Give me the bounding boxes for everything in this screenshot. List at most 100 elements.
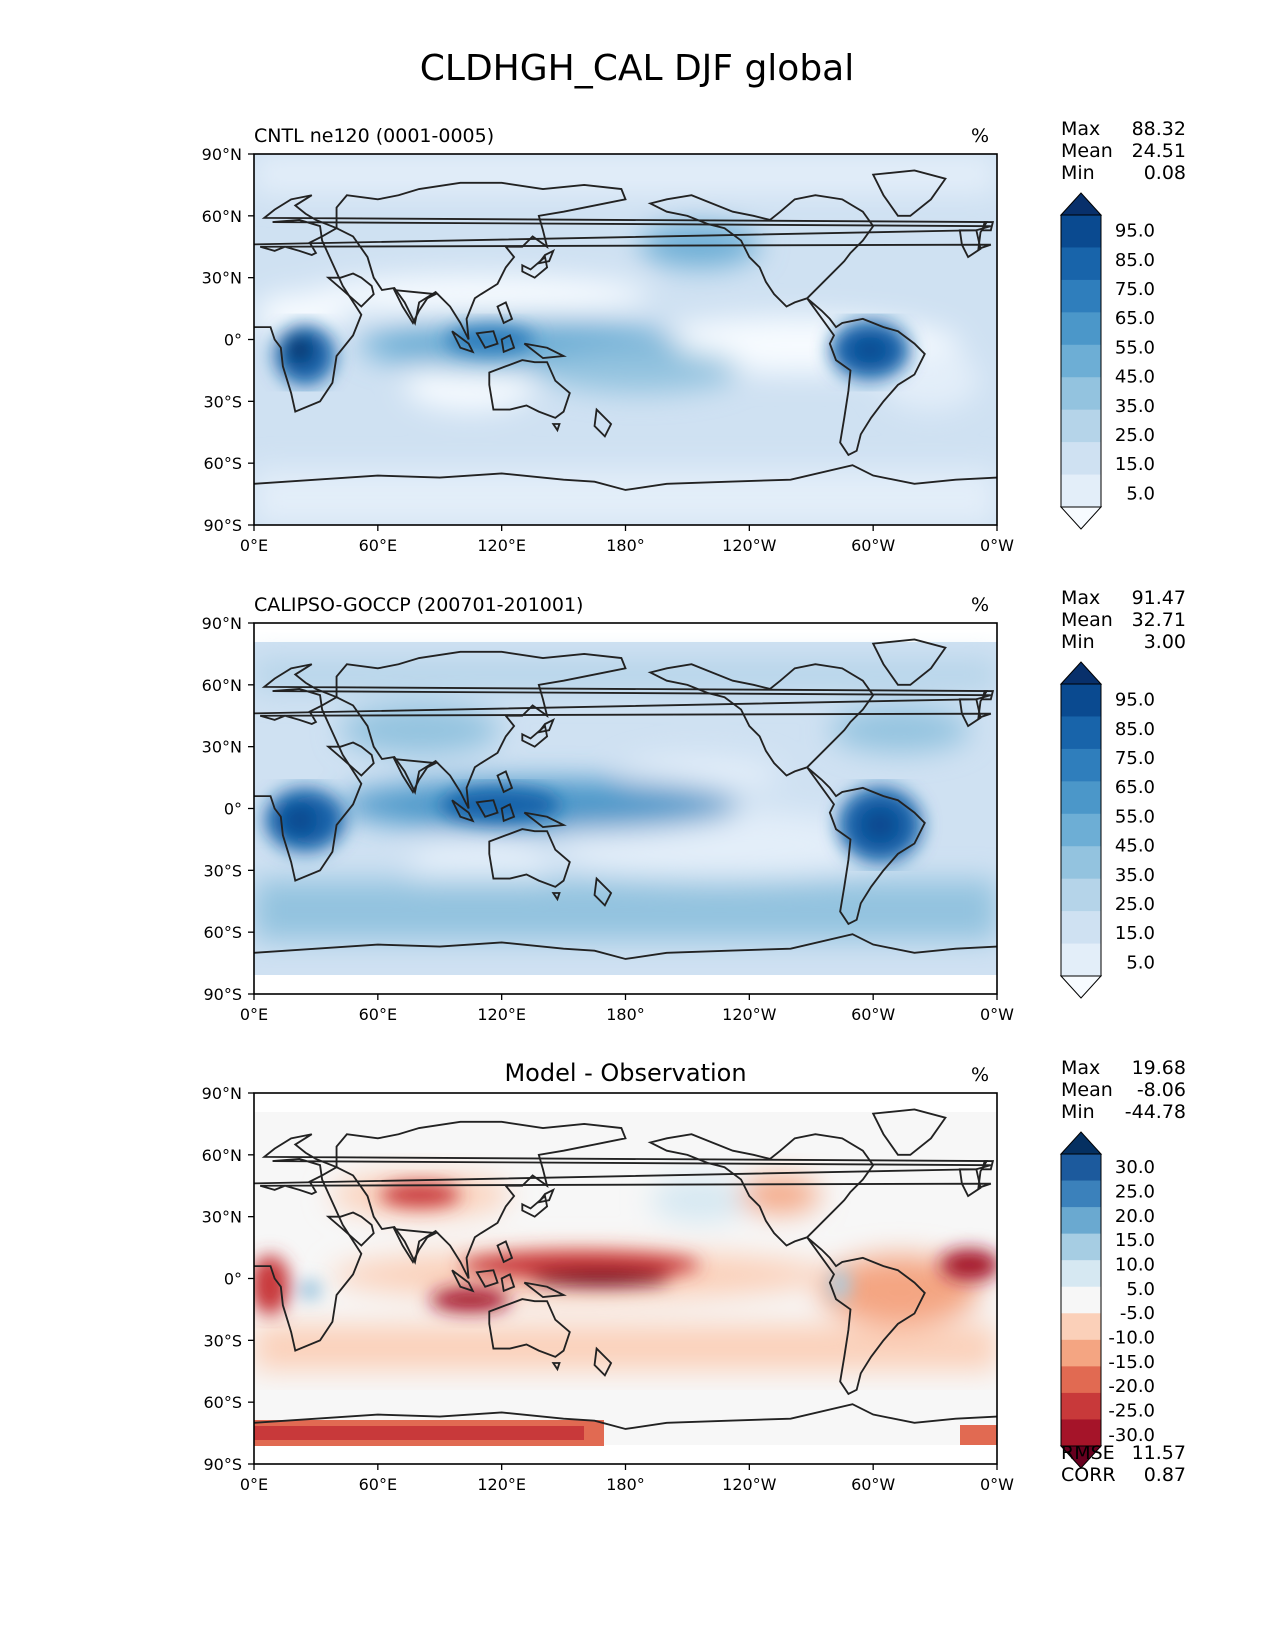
x-tick-label: 120°E xyxy=(477,1005,526,1024)
x-tick-label: 60°W xyxy=(851,1005,895,1024)
colorbar-tick-label: 85.0 xyxy=(1115,250,1155,271)
figure-title: CLDHGH_CAL DJF global xyxy=(420,48,855,89)
colorbar-segment xyxy=(1061,716,1101,750)
colorbar-segment xyxy=(1061,1313,1101,1341)
map-field-model xyxy=(254,154,997,525)
colorbar-segment xyxy=(1061,781,1101,815)
colorbar-tick-label: 5.0 xyxy=(1126,1279,1155,1300)
x-tick-label: 60°E xyxy=(359,1475,397,1494)
x-tick-label: 60°W xyxy=(851,536,895,555)
colorbar-frame xyxy=(1060,683,1102,977)
y-tick-label: 60°N xyxy=(202,676,242,695)
y-tick-label: 60°S xyxy=(203,454,242,473)
colorbar-segment xyxy=(1061,247,1101,281)
colorbar-frame xyxy=(1060,1153,1102,1447)
colorbar-segment xyxy=(1061,1207,1101,1235)
y-tick-label: 90°S xyxy=(203,516,242,535)
map-field-difference xyxy=(254,1093,997,1464)
y-tick-label: 30°N xyxy=(202,1208,242,1227)
colorbar-segment xyxy=(1061,813,1101,847)
y-tick-label: 0° xyxy=(224,331,242,350)
units-label: % xyxy=(971,125,989,147)
panel-title: CNTL ne120 (0001-0005) xyxy=(254,125,494,147)
stat-label: Mean xyxy=(1061,1079,1113,1101)
colorbar-tick-label: -25.0 xyxy=(1108,1401,1155,1422)
stat-value: -44.78 xyxy=(1125,1101,1186,1123)
colorbar-extend-max xyxy=(1059,1131,1103,1155)
colorbar-tick-label: 15.0 xyxy=(1115,1230,1155,1251)
colorbar-tick-label: 95.0 xyxy=(1115,221,1155,242)
panel-title: Model - Observation xyxy=(504,1059,746,1087)
panel-difference xyxy=(253,1092,998,1465)
colorbar-tick-label: 35.0 xyxy=(1115,865,1155,886)
colorbar-segment xyxy=(1061,748,1101,782)
colorbar-segment xyxy=(1061,215,1101,248)
stat-label: Mean xyxy=(1061,140,1113,162)
colorbar-tick-label: 95.0 xyxy=(1115,690,1155,711)
metric-label: CORR xyxy=(1061,1464,1116,1486)
x-tick-label: 0°W xyxy=(980,1005,1014,1024)
x-tick-label: 180° xyxy=(606,1475,645,1494)
x-tick-label: 0°W xyxy=(980,1475,1014,1494)
y-tick-label: 0° xyxy=(224,1270,242,1289)
x-tick-label: 0°E xyxy=(240,536,268,555)
colorbar-segment xyxy=(1061,911,1101,945)
x-tick-label: 120°W xyxy=(722,1475,777,1494)
colorbar-extend-max xyxy=(1059,661,1103,685)
colorbar-segment xyxy=(1061,312,1101,346)
y-tick-label: 60°S xyxy=(203,923,242,942)
colorbar xyxy=(1059,1131,1103,1469)
colorbar-tick-label: 45.0 xyxy=(1115,367,1155,388)
colorbar-segment xyxy=(1061,1392,1101,1420)
y-tick-label: 90°N xyxy=(202,614,242,633)
y-tick-label: 60°N xyxy=(202,1146,242,1165)
x-tick-label: 120°W xyxy=(722,1005,777,1024)
y-tick-label: 30°N xyxy=(202,269,242,288)
colorbar-extend-min xyxy=(1059,975,1103,999)
stat-value: 19.68 xyxy=(1132,1057,1186,1079)
colorbar-tick-label: 10.0 xyxy=(1115,1255,1155,1276)
x-tick-label: 60°E xyxy=(359,1005,397,1024)
metric-value: 0.87 xyxy=(1144,1464,1186,1486)
y-tick-label: 90°S xyxy=(203,1455,242,1474)
colorbar-segment xyxy=(1061,1339,1101,1367)
colorbar-segment xyxy=(1061,377,1101,411)
colorbar-tick-label: 35.0 xyxy=(1115,396,1155,417)
colorbar-frame xyxy=(1060,214,1102,508)
colorbar xyxy=(1059,661,1103,999)
panel-model xyxy=(253,153,998,526)
colorbar-tick-label: -30.0 xyxy=(1108,1425,1155,1446)
stat-label: Max xyxy=(1061,1057,1100,1079)
y-tick-label: 30°S xyxy=(203,1331,242,1350)
colorbar-extend-min xyxy=(1059,506,1103,530)
colorbar-tick-label: 75.0 xyxy=(1115,279,1155,300)
stat-label: Min xyxy=(1061,1101,1095,1123)
colorbar-tick-label: 85.0 xyxy=(1115,719,1155,740)
y-tick-label: 30°S xyxy=(203,392,242,411)
x-tick-label: 0°W xyxy=(980,536,1014,555)
colorbar-segment xyxy=(1061,442,1101,476)
colorbar-tick-label: -5.0 xyxy=(1120,1303,1155,1324)
colorbar-tick-label: 15.0 xyxy=(1115,923,1155,944)
x-tick-label: 60°W xyxy=(851,1475,895,1494)
colorbar-tick-label: 65.0 xyxy=(1115,308,1155,329)
colorbar-segment xyxy=(1061,846,1101,880)
colorbar-tick-label: 5.0 xyxy=(1126,952,1155,973)
colorbar-segment xyxy=(1061,1154,1101,1182)
stat-label: Min xyxy=(1061,162,1095,184)
stat-value: 3.00 xyxy=(1144,631,1186,653)
x-tick-label: 60°E xyxy=(359,536,397,555)
stat-label: Max xyxy=(1061,118,1100,140)
stat-value: 24.51 xyxy=(1132,140,1186,162)
colorbar-segment xyxy=(1061,1180,1101,1208)
colorbar-tick-label: 5.0 xyxy=(1126,483,1155,504)
stat-value: 0.08 xyxy=(1144,162,1186,184)
colorbar-tick-label: 55.0 xyxy=(1115,337,1155,358)
colorbar-segment xyxy=(1061,1419,1101,1447)
metric-value: 11.57 xyxy=(1132,1442,1186,1464)
colorbar-tick-label: 20.0 xyxy=(1115,1206,1155,1227)
x-tick-label: 0°E xyxy=(240,1475,268,1494)
stat-value: 91.47 xyxy=(1132,587,1186,609)
x-tick-label: 120°E xyxy=(477,1475,526,1494)
colorbar xyxy=(1059,192,1103,530)
